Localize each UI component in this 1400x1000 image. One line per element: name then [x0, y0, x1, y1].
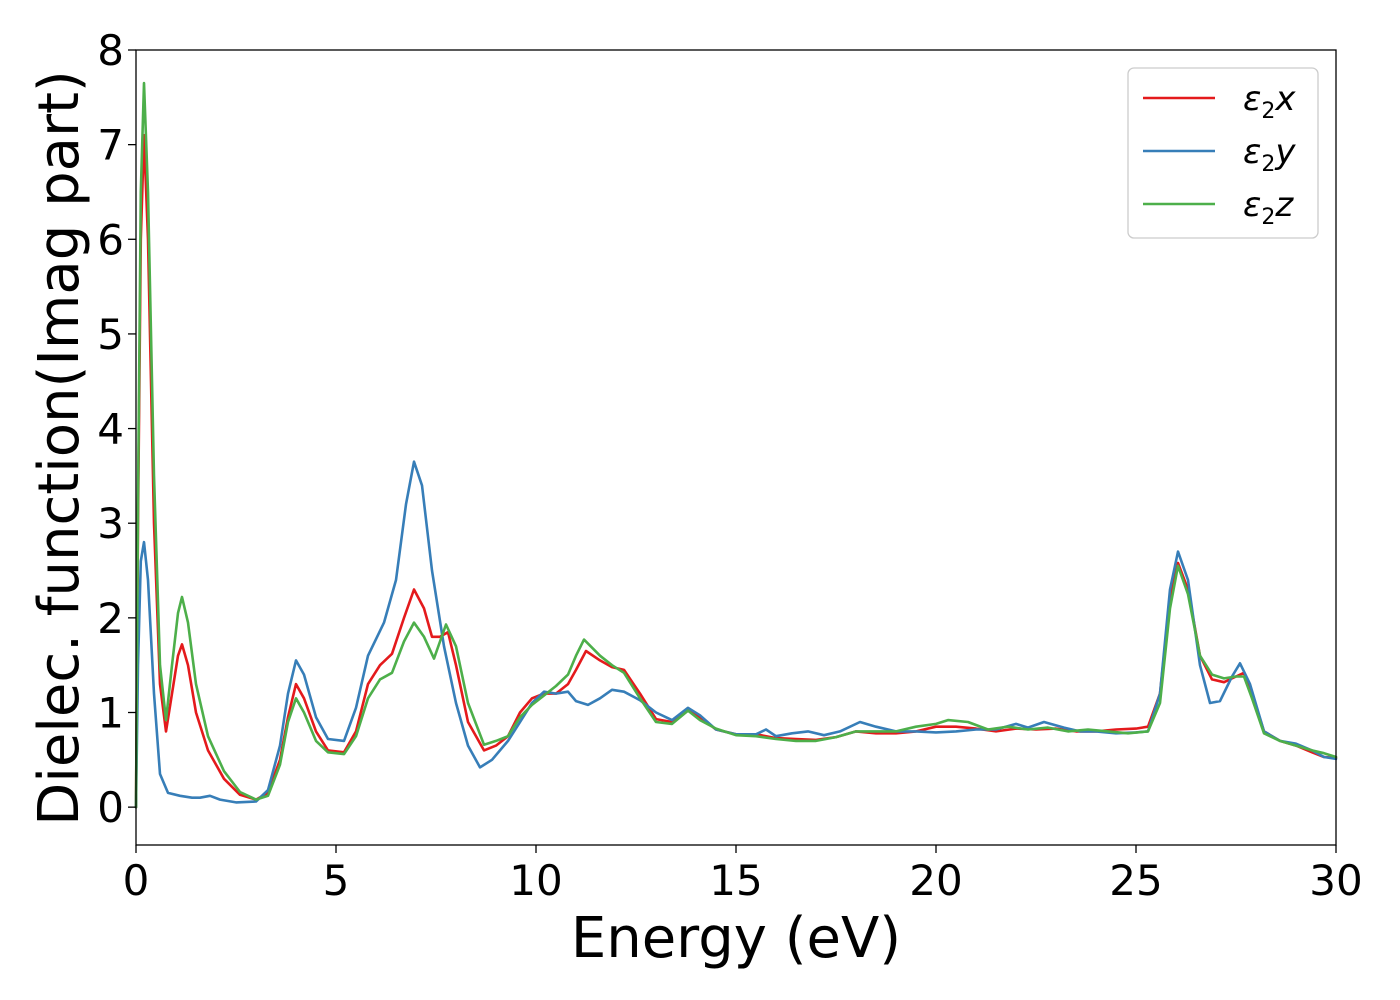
legend-subscript: 2: [1261, 99, 1275, 124]
legend-label-z: ε2z: [1243, 185, 1294, 230]
series-line-z: [134, 81, 1338, 809]
legend-component: z: [1274, 185, 1294, 225]
series-line-y: [134, 460, 1338, 809]
x-tick-label: 5: [323, 856, 350, 905]
y-tick-label: 5: [97, 310, 124, 359]
legend-component: y: [1274, 132, 1296, 172]
y-axis-ticks: 0 1 2 3 4 5 6 7 8: [97, 26, 136, 832]
y-tick-label: 6: [97, 215, 124, 264]
legend-subscript: 2: [1261, 205, 1275, 230]
legend-label-x: ε2x: [1243, 79, 1296, 124]
y-tick-label: 2: [97, 594, 124, 643]
legend-subscript: 2: [1261, 152, 1275, 177]
legend-component: x: [1274, 79, 1296, 119]
y-tick-label: 8: [97, 26, 124, 75]
x-tick-label: 10: [509, 856, 562, 905]
legend-epsilon: ε: [1243, 185, 1261, 225]
x-tick-label: 0: [123, 856, 150, 905]
legend-box: [1127, 67, 1319, 239]
x-tick-label: 25: [1109, 856, 1162, 905]
x-axis-title: Energy (eV): [571, 906, 901, 971]
y-tick-label: 1: [97, 689, 124, 738]
legend-epsilon: ε: [1243, 79, 1261, 119]
y-axis-title: Dielec. function(Imag part): [27, 70, 92, 826]
x-tick-label: 15: [709, 856, 762, 905]
legend-label-y: ε2y: [1243, 132, 1296, 177]
x-tick-label: 30: [1309, 856, 1362, 905]
legend-epsilon: ε: [1243, 132, 1261, 172]
y-tick-label: 3: [97, 499, 124, 548]
series-layer: [134, 81, 1338, 809]
x-tick-label: 20: [909, 856, 962, 905]
y-tick-label: 7: [97, 121, 124, 170]
x-axis-ticks: 0 5 10 15 20 25 30: [123, 845, 1363, 905]
y-tick-label: 0: [97, 783, 124, 832]
y-tick-label: 4: [97, 405, 124, 454]
